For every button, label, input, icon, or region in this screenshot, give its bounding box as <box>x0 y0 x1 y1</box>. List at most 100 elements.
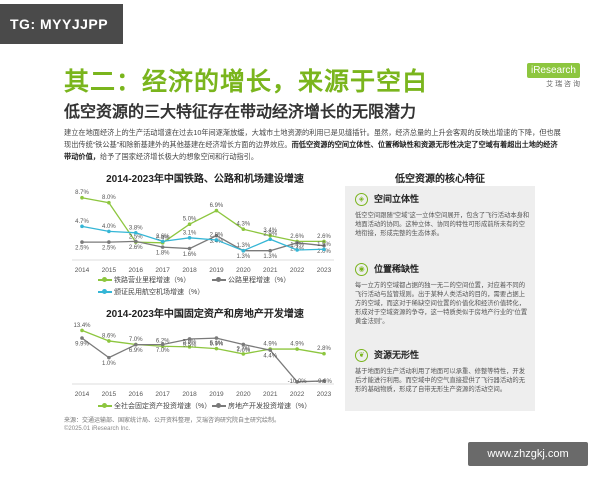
logo-sub: 艾 瑞 咨 询 <box>546 81 580 88</box>
feature-spatial: ◈ 空间立体性 低空空间跟随“空域”这一立体空间展开，包含了飞行活动本身和地面活动… <box>355 192 530 238</box>
c2-series-1-point-2020 <box>241 342 246 347</box>
legend-real-estate: 房地产开发投资增速（%） <box>228 403 312 410</box>
c1-series-2-label-2015: 4.0% <box>102 224 116 230</box>
c1-series-0-point-2019 <box>214 208 219 213</box>
c2-series-0-point-2023 <box>322 351 326 356</box>
c1-series-1-label-2017: 1.8% <box>156 251 170 257</box>
c2-series-1-point-2015 <box>107 355 111 360</box>
c1-xtick-2014: 2014 <box>75 267 90 274</box>
panel-title: 低空资源的核心特征 <box>395 174 485 185</box>
c1-series-1-point-2022 <box>295 241 299 245</box>
c2-series-1-label-2023: -9.6% <box>316 379 332 385</box>
c2-xtick-2020: 2020 <box>236 391 251 398</box>
c1-series-1-label-2021: 1.3% <box>263 254 277 260</box>
c1-series-2-point-2017 <box>160 239 165 244</box>
c2-series-1-point-2022 <box>295 380 299 384</box>
c2-series-0-label-2017: 6.2% <box>156 339 170 345</box>
feature-location-heading: 位置稀缺性 <box>374 264 420 274</box>
c2-xtick-2016: 2016 <box>129 391 144 398</box>
c1-series-0-point-2015 <box>107 200 111 205</box>
c2-series-0-point-2015 <box>107 339 111 343</box>
c1-series-0-label-2021: 3.4% <box>263 228 277 234</box>
source-tag: TG: MYYJJPP <box>0 4 123 44</box>
chart2-investment-growth: 2014 2015 2016 2017 2018 2019 2020 2021 2022 2023… <box>72 323 334 398</box>
page-title: 其二：经济的增长，来源于空白 <box>64 68 429 96</box>
c1-series-2-label-2021: 2.9% <box>263 232 277 238</box>
intro-tail-text: 给予了国家经济增长极大的想象空间和行动指引。 <box>99 152 259 161</box>
c2-series-0-line <box>81 329 325 355</box>
c1-series-2-point-2021 <box>268 237 273 242</box>
c2-series-0-label-2016: 7.0% <box>129 337 143 343</box>
c1-series-1-label-2014: 2.5% <box>75 246 89 252</box>
c2-series-1-point-2014 <box>80 336 84 340</box>
c2-xtick-2015: 2015 <box>102 391 117 398</box>
c1-xtick-2019: 2019 <box>209 267 224 274</box>
c1-xtick-2023: 2023 <box>317 267 332 274</box>
iresearch-logo: iResearch 艾 瑞 咨 询 <box>508 60 580 89</box>
c2-series-1-point-2018 <box>187 337 192 341</box>
c2-series-1-label-2022: -10.0% <box>288 379 308 385</box>
c2-series-1-point-2016 <box>133 342 138 347</box>
c1-series-0-label-2015: 8.0% <box>102 195 116 201</box>
c1-series-0-point-2023 <box>322 239 326 244</box>
intro-bold-text: 而低空资源的空间立体性、位置稀缺性和资源无形性决定了空域有着超出土地的经济带动价… <box>64 140 558 161</box>
legend-railway: 铁路营业里程增速（%） <box>114 277 191 284</box>
c2-series-1-label-2014: 9.9% <box>75 342 89 348</box>
c1-series-1-point-2019 <box>214 233 219 238</box>
feature-intangible: ❦ 资源无形性 基于地面的生产活动利用了地面可以承重、修整等特性，开发后才能进行利… <box>355 348 530 394</box>
features-panel <box>345 186 535 411</box>
c1-xtick-2017: 2017 <box>155 267 170 274</box>
chart1-title: 2014-2023年中国铁路、公路和机场建设增速 <box>106 174 304 185</box>
c2-series-0-label-2021: 4.9% <box>263 342 277 348</box>
c2-series-1-label-2019: 9.9% <box>210 342 224 348</box>
c1-series-0-label-2019: 6.9% <box>210 203 224 209</box>
c1-series-0-label-2016: 2.5% <box>129 235 143 241</box>
c2-series-1-label-2016: 6.9% <box>129 348 143 354</box>
c2-series-0-label-2014: 13.4% <box>73 323 91 329</box>
c2-series-0-point-2019 <box>214 346 219 351</box>
c1-xtick-2016: 2016 <box>129 267 144 274</box>
c2-series-0-label-2022: 4.9% <box>290 342 304 348</box>
c1-series-0-line <box>81 197 324 244</box>
c2-series-1-line <box>81 337 325 383</box>
c1-series-1-label-2019: 3.4% <box>210 239 224 245</box>
c1-series-2-point-2018 <box>187 236 192 240</box>
c1-series-2-label-2020: 1.3% <box>236 243 250 249</box>
leaf-icon: ❦ <box>355 349 368 363</box>
feature-location-body: 每一立方的空域都占据的独一无二的空间位置，对应着不同的飞行活动与监管规则。出于某… <box>355 282 528 325</box>
feature-intangible-heading: 资源无形性 <box>374 350 420 360</box>
c1-series-0-label-2017: 2.4% <box>156 235 170 241</box>
c2-series-0-label-2018: 5.9% <box>183 339 197 345</box>
c1-xtick-2020: 2020 <box>236 267 251 274</box>
watermark: www.zhzgkj.com <box>468 442 588 466</box>
c1-xtick-2018: 2018 <box>182 267 197 274</box>
c2-xtick-2018: 2018 <box>182 391 197 398</box>
c1-series-2-point-2014 <box>80 224 84 229</box>
c2-series-0-label-2015: 8.6% <box>102 333 116 339</box>
c2-series-1-label-2018: 9.5% <box>183 342 197 348</box>
c2-xtick-2019: 2019 <box>209 391 224 398</box>
c1-series-1-label-2020: 1.3% <box>236 254 250 260</box>
c1-series-1-point-2016 <box>133 239 138 244</box>
feature-spatial-body: 低空空间跟随“空域”这一立体空间展开，包含了飞行活动本身和地面活动的协同。这种立… <box>355 212 530 237</box>
intro-text: 建立在地面经济上的生产活动增速在过去10年间逐渐放缓，大城市土地资源的利用已是见… <box>64 128 561 149</box>
c1-xtick-2015: 2015 <box>102 267 117 274</box>
c1-series-2-point-2019 <box>214 238 219 242</box>
feature-spatial-heading: 空间立体性 <box>374 194 420 204</box>
c1-series-1-point-2015 <box>107 240 111 244</box>
c1-series-0-point-2021 <box>268 233 273 238</box>
c1-series-2-label-2017: 2.6% <box>156 234 170 240</box>
c1-series-0-point-2014 <box>80 195 84 200</box>
c2-xtick-2017: 2017 <box>155 391 170 398</box>
legend-airport: 颁证民用航空机场增速（%） <box>114 289 205 296</box>
c2-series-0-point-2020 <box>241 352 246 356</box>
copyright: ©2025.01 iResearch Inc. <box>64 426 131 432</box>
c2-series-1-label-2021: 4.4% <box>263 354 277 360</box>
logo-brand: iResearch <box>526 63 580 78</box>
c2-series-0-point-2018 <box>187 345 192 349</box>
c2-series-1-point-2021 <box>268 348 273 352</box>
c2-series-1-point-2017 <box>160 342 165 347</box>
c1-series-1-point-2017 <box>160 245 165 249</box>
c1-series-1-point-2018 <box>187 246 192 251</box>
c1-series-0-label-2018: 5.0% <box>183 217 197 223</box>
